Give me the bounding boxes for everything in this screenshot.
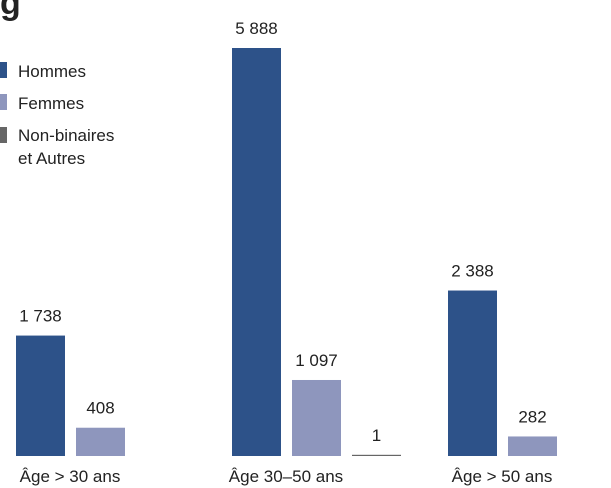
bar-non-binaires-1 xyxy=(352,454,401,456)
legend-label-femmes: Femmes xyxy=(18,94,85,113)
legend-label-non-binaires: Non-binaires et Autres xyxy=(18,126,115,168)
category-label-1: Âge 30–50 ans xyxy=(229,467,343,486)
bar-femmes-0 xyxy=(76,427,125,456)
legend-swatch-hommes xyxy=(0,62,7,78)
legend-item-hommes: Hommes xyxy=(0,60,114,83)
legend-swatch-femmes xyxy=(0,94,7,110)
legend-item-femmes: Femmes xyxy=(0,92,114,115)
bar-femmes-2 xyxy=(508,436,557,456)
value-label-femmes-0: 408 xyxy=(86,399,114,418)
value-label-hommes-0: 1 738 xyxy=(19,307,62,326)
bar-hommes-0 xyxy=(16,335,65,456)
value-label-femmes-1: 1 097 xyxy=(295,351,338,370)
category-label-2: Âge > 50 ans xyxy=(452,467,553,486)
chart-title-fragment: g xyxy=(0,0,21,22)
legend-swatch-non-binaires xyxy=(0,127,7,143)
bar-femmes-1 xyxy=(292,379,341,456)
legend-item-non-binaires: Non-binaires et Autres xyxy=(0,124,114,170)
bar-hommes-1 xyxy=(232,48,281,456)
legend: Hommes Femmes Non-binaires et Autres xyxy=(0,60,114,179)
value-label-femmes-2: 282 xyxy=(518,407,546,426)
bar-hommes-2 xyxy=(448,290,497,456)
legend-label-hommes: Hommes xyxy=(18,62,87,81)
value-label-hommes-2: 2 388 xyxy=(451,262,494,281)
value-label-non-binaires-1: 1 xyxy=(372,426,381,445)
category-label-0: Âge > 30 ans xyxy=(20,467,121,486)
value-label-hommes-1: 5 888 xyxy=(235,19,278,38)
